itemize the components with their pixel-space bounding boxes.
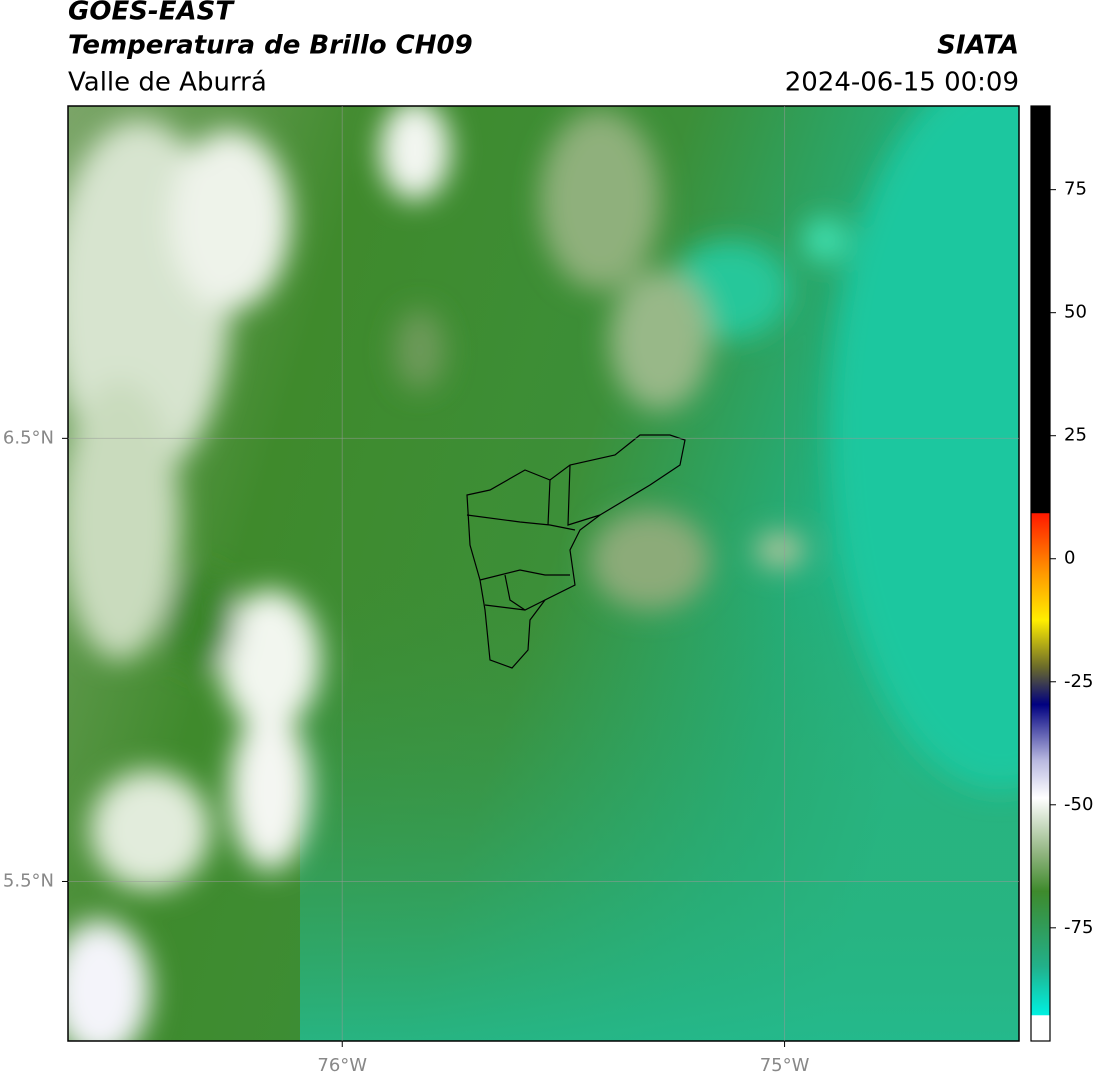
agency: SIATA: [937, 31, 1019, 61]
colorbar-tick-label: -25: [1064, 671, 1093, 692]
region: Valle de Aburrá: [68, 68, 267, 98]
y-tick-label: 5.5°N: [3, 870, 54, 891]
colorbar-tick-label: 50: [1064, 302, 1087, 323]
satellite-image: [68, 106, 1019, 1041]
datetime: 2024-06-15 00:09: [785, 68, 1019, 98]
title: GOES-EAST: [68, 0, 235, 27]
colorbar-tick-label: -50: [1064, 794, 1093, 815]
colorbar-tick-label: -75: [1064, 917, 1093, 938]
colorbar: [1030, 105, 1051, 1042]
valley-boundary: [466, 434, 686, 669]
colorbar-tick-label: 0: [1064, 548, 1075, 569]
x-tick-label: 75°W: [760, 1055, 810, 1076]
subtitle: Temperatura de Brillo CH09: [68, 31, 473, 61]
colorbar-tick-label: 75: [1064, 179, 1087, 200]
map-frame: [67, 105, 1020, 1042]
x-tick-label: 76°W: [317, 1055, 367, 1076]
colorbar-tick-label: 25: [1064, 425, 1087, 446]
y-tick-label: 6.5°N: [3, 427, 54, 448]
